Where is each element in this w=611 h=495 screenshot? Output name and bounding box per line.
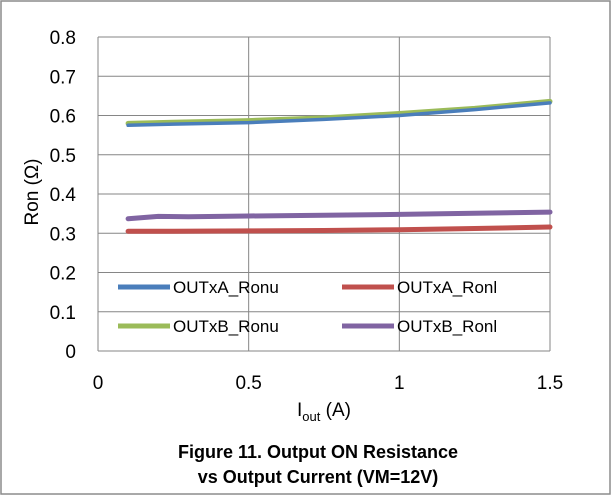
x-tick-labels: 0 0.5 1 1.5 [93,373,564,394]
figure-caption-line-2: vs Output Current (VM=12V) [198,467,439,487]
legend-label: OUTxA_Ronu [173,278,279,297]
y-tick-label: 0.8 [50,28,76,49]
x-tick-label: 1.5 [537,373,563,394]
x-tick-label: 0.5 [235,373,261,394]
x-tick-label: 1 [394,373,405,394]
x-axis-title: Iout (A) [297,400,351,424]
legend-label: OUTxB_Ronu [173,317,279,336]
x-axis-title-unit: (A) [320,400,351,421]
y-tick-label: 0.4 [50,185,77,206]
y-tick-label: 0.2 [50,264,76,285]
y-tick-labels: 0 0.1 0.2 0.3 0.4 0.5 0.6 0.7 0.8 [50,28,77,363]
series-line-outxa-ronu [126,101,552,128]
legend-label: OUTxB_Ronl [397,317,497,336]
series-line-outxb-ronl [125,209,553,222]
y-axis-title: Ron (Ω) [22,159,43,226]
y-tick-label: 0.3 [50,224,76,245]
x-axis-title-sub: out [302,409,320,424]
y-tick-label: 0.1 [50,303,76,324]
series-layer [125,98,553,234]
y-tick-label: 0.5 [50,146,76,167]
legend: OUTxA_Ronu OUTxA_Ronl OUTxB_Ronu OUTxB_Ronl [118,278,497,336]
legend-label: OUTxA_Ronl [397,278,497,297]
figure-caption-line-1: Figure 11. Output ON Resistance [178,442,458,462]
y-tick-label: 0 [65,342,76,363]
y-tick-label: 0.7 [50,67,76,88]
x-tick-label: 0 [93,373,104,394]
y-tick-label: 0.6 [50,107,76,128]
x-axis-title-main: I [297,400,302,421]
gridlines [97,36,551,352]
series-line-outxa-ronl [125,224,553,234]
